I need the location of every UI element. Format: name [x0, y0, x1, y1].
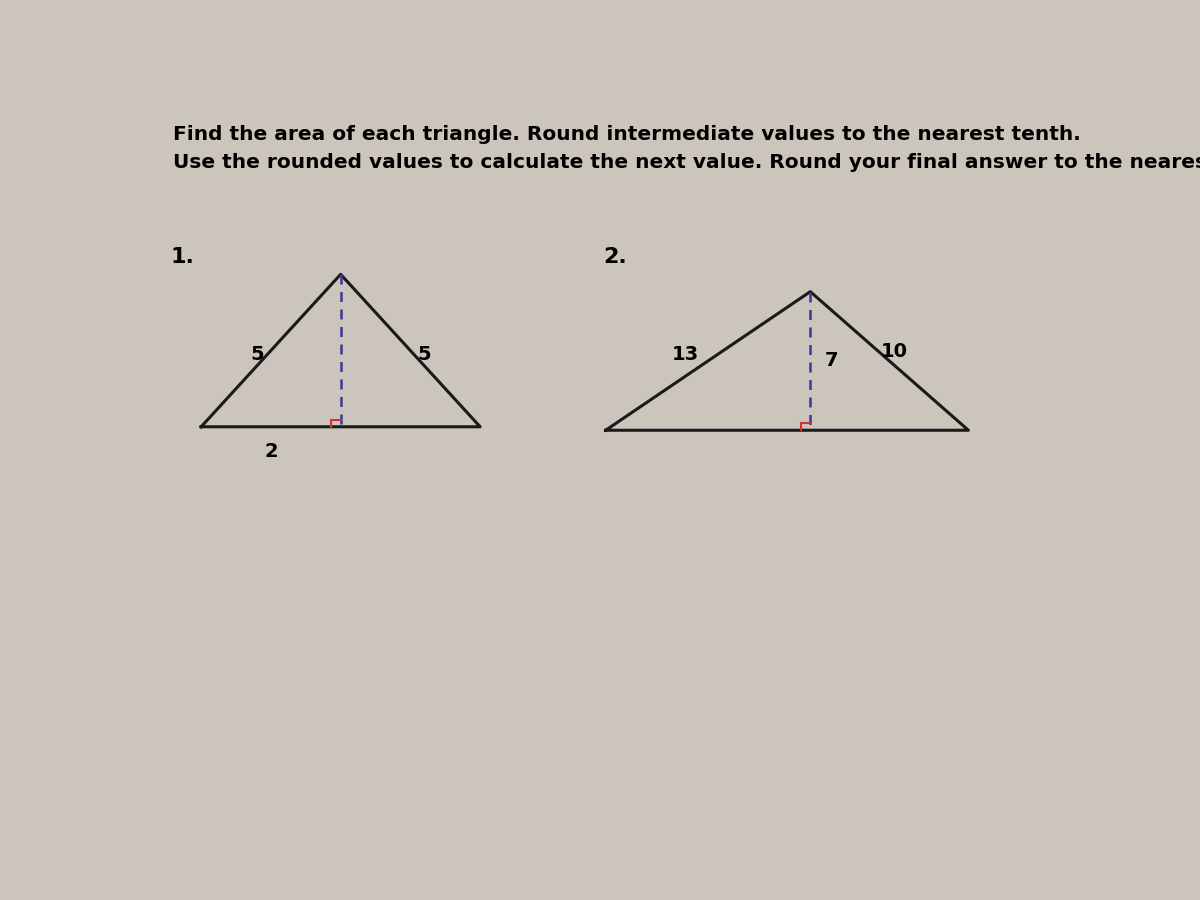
Text: 5: 5: [418, 345, 431, 364]
Text: 2.: 2.: [602, 247, 626, 267]
Text: Find the area of each triangle. Round intermediate values to the nearest tenth.: Find the area of each triangle. Round in…: [173, 125, 1081, 144]
Text: 10: 10: [881, 342, 907, 362]
Text: 13: 13: [672, 345, 700, 364]
Text: 2: 2: [264, 442, 277, 461]
Text: 1.: 1.: [170, 247, 194, 267]
Text: 7: 7: [826, 351, 839, 371]
Text: 5: 5: [250, 345, 264, 364]
Text: Use the rounded values to calculate the next value. Round your final answer to t: Use the rounded values to calculate the …: [173, 153, 1200, 172]
